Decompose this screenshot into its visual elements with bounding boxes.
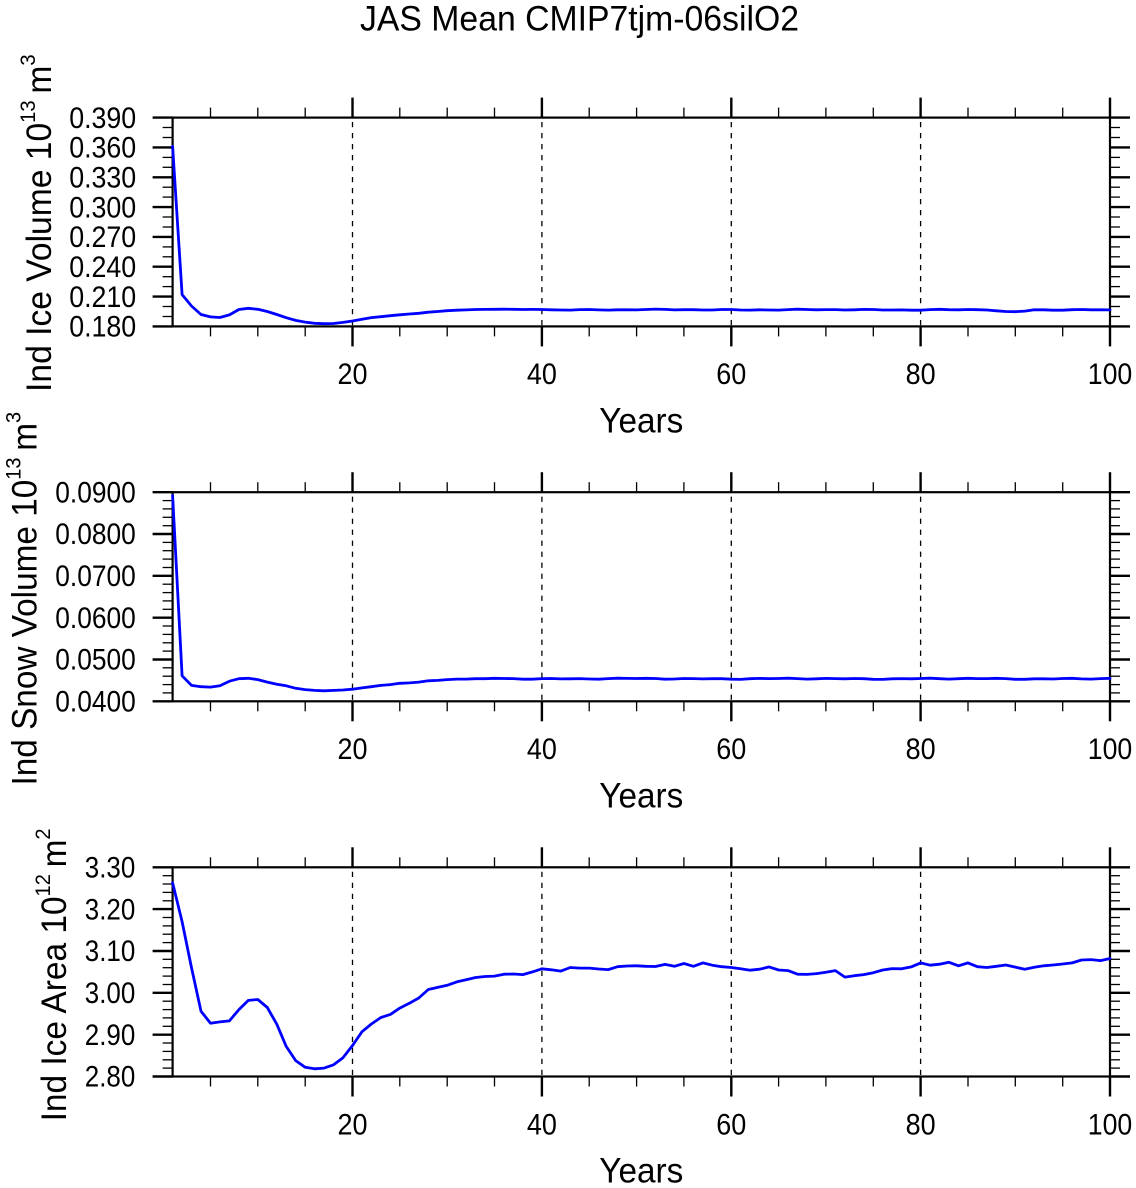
svg-text:20: 20 [338, 733, 368, 766]
svg-text:80: 80 [906, 733, 936, 766]
svg-text:0.0700: 0.0700 [55, 560, 136, 593]
svg-text:0.300: 0.300 [69, 191, 136, 224]
svg-text:0.0900: 0.0900 [55, 476, 136, 509]
svg-text:0.240: 0.240 [69, 251, 136, 284]
svg-text:80: 80 [906, 358, 936, 391]
svg-text:0.180: 0.180 [69, 311, 136, 344]
svg-text:0.0400: 0.0400 [55, 686, 136, 719]
svg-text:Ind Ice Volume 1013 m3: Ind Ice Volume 1013 m3 [17, 54, 60, 392]
svg-text:20: 20 [338, 1108, 368, 1141]
svg-text:Ind Snow Volume 1013 m3: Ind Snow Volume 1013 m3 [2, 412, 45, 786]
svg-text:3.00: 3.00 [85, 977, 136, 1010]
svg-text:60: 60 [716, 733, 746, 766]
svg-text:0.330: 0.330 [69, 162, 136, 195]
svg-text:3.10: 3.10 [85, 935, 136, 968]
svg-text:20: 20 [338, 358, 368, 391]
svg-text:2.80: 2.80 [85, 1061, 136, 1094]
svg-text:40: 40 [527, 1108, 557, 1141]
svg-text:0.0600: 0.0600 [55, 602, 136, 635]
svg-text:Years: Years [599, 776, 683, 815]
svg-text:0.210: 0.210 [69, 281, 136, 314]
svg-text:0.270: 0.270 [69, 221, 136, 254]
svg-text:40: 40 [527, 733, 557, 766]
svg-text:Years: Years [599, 1152, 683, 1188]
svg-text:60: 60 [716, 1108, 746, 1141]
svg-text:0.390: 0.390 [69, 102, 136, 135]
svg-text:Years: Years [599, 401, 683, 440]
svg-text:JAS Mean CMIP7tjm-06silO2: JAS Mean CMIP7tjm-06silO2 [360, 0, 799, 39]
svg-text:0.0500: 0.0500 [55, 644, 136, 677]
svg-text:0.360: 0.360 [69, 132, 136, 165]
svg-text:60: 60 [716, 358, 746, 391]
svg-text:100: 100 [1088, 358, 1133, 391]
svg-text:2.90: 2.90 [85, 1019, 136, 1052]
svg-text:0.0800: 0.0800 [55, 518, 136, 551]
svg-text:Ind Ice Area 1012 m2: Ind Ice Area 1012 m2 [32, 828, 75, 1121]
svg-text:100: 100 [1088, 1108, 1133, 1141]
svg-text:3.30: 3.30 [85, 852, 136, 885]
svg-text:80: 80 [906, 1108, 936, 1141]
svg-text:40: 40 [527, 358, 557, 391]
svg-text:3.20: 3.20 [85, 893, 136, 926]
svg-text:100: 100 [1088, 733, 1133, 766]
